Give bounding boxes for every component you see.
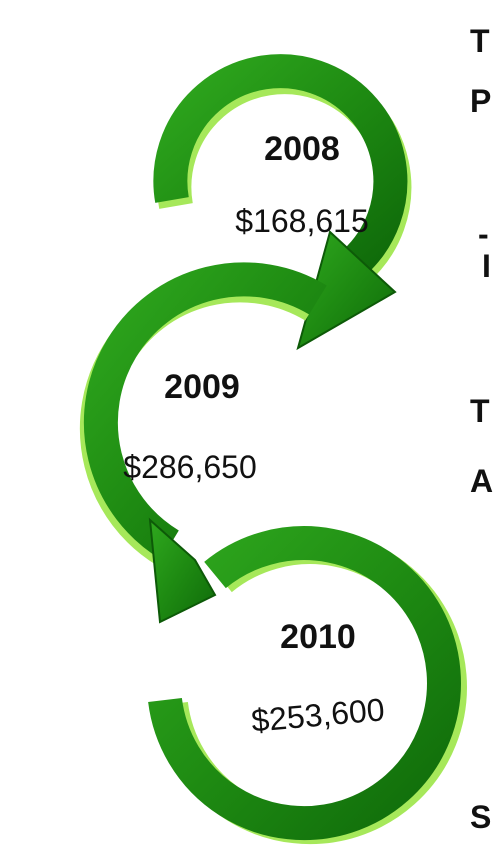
side-text: T <box>470 393 490 429</box>
year: 2010 <box>280 618 356 656</box>
year: 2009 <box>164 368 240 406</box>
side-text: P <box>470 83 491 119</box>
side-text: I <box>482 248 491 284</box>
side-text: - <box>478 216 489 252</box>
year: 2008 <box>264 130 340 168</box>
side-text: T <box>470 23 490 59</box>
side-text: A <box>470 463 493 499</box>
amount: $286,650 <box>123 449 256 485</box>
side-text: S <box>470 799 491 835</box>
amount: $253,600 <box>250 691 386 738</box>
diagram: 2008 $168,615 2009 $286,650 2010 $253,60… <box>0 0 496 866</box>
page: {"nodes": [ {"year": "2008", "amount": "… <box>0 0 496 866</box>
amount: $168,615 <box>235 203 368 239</box>
